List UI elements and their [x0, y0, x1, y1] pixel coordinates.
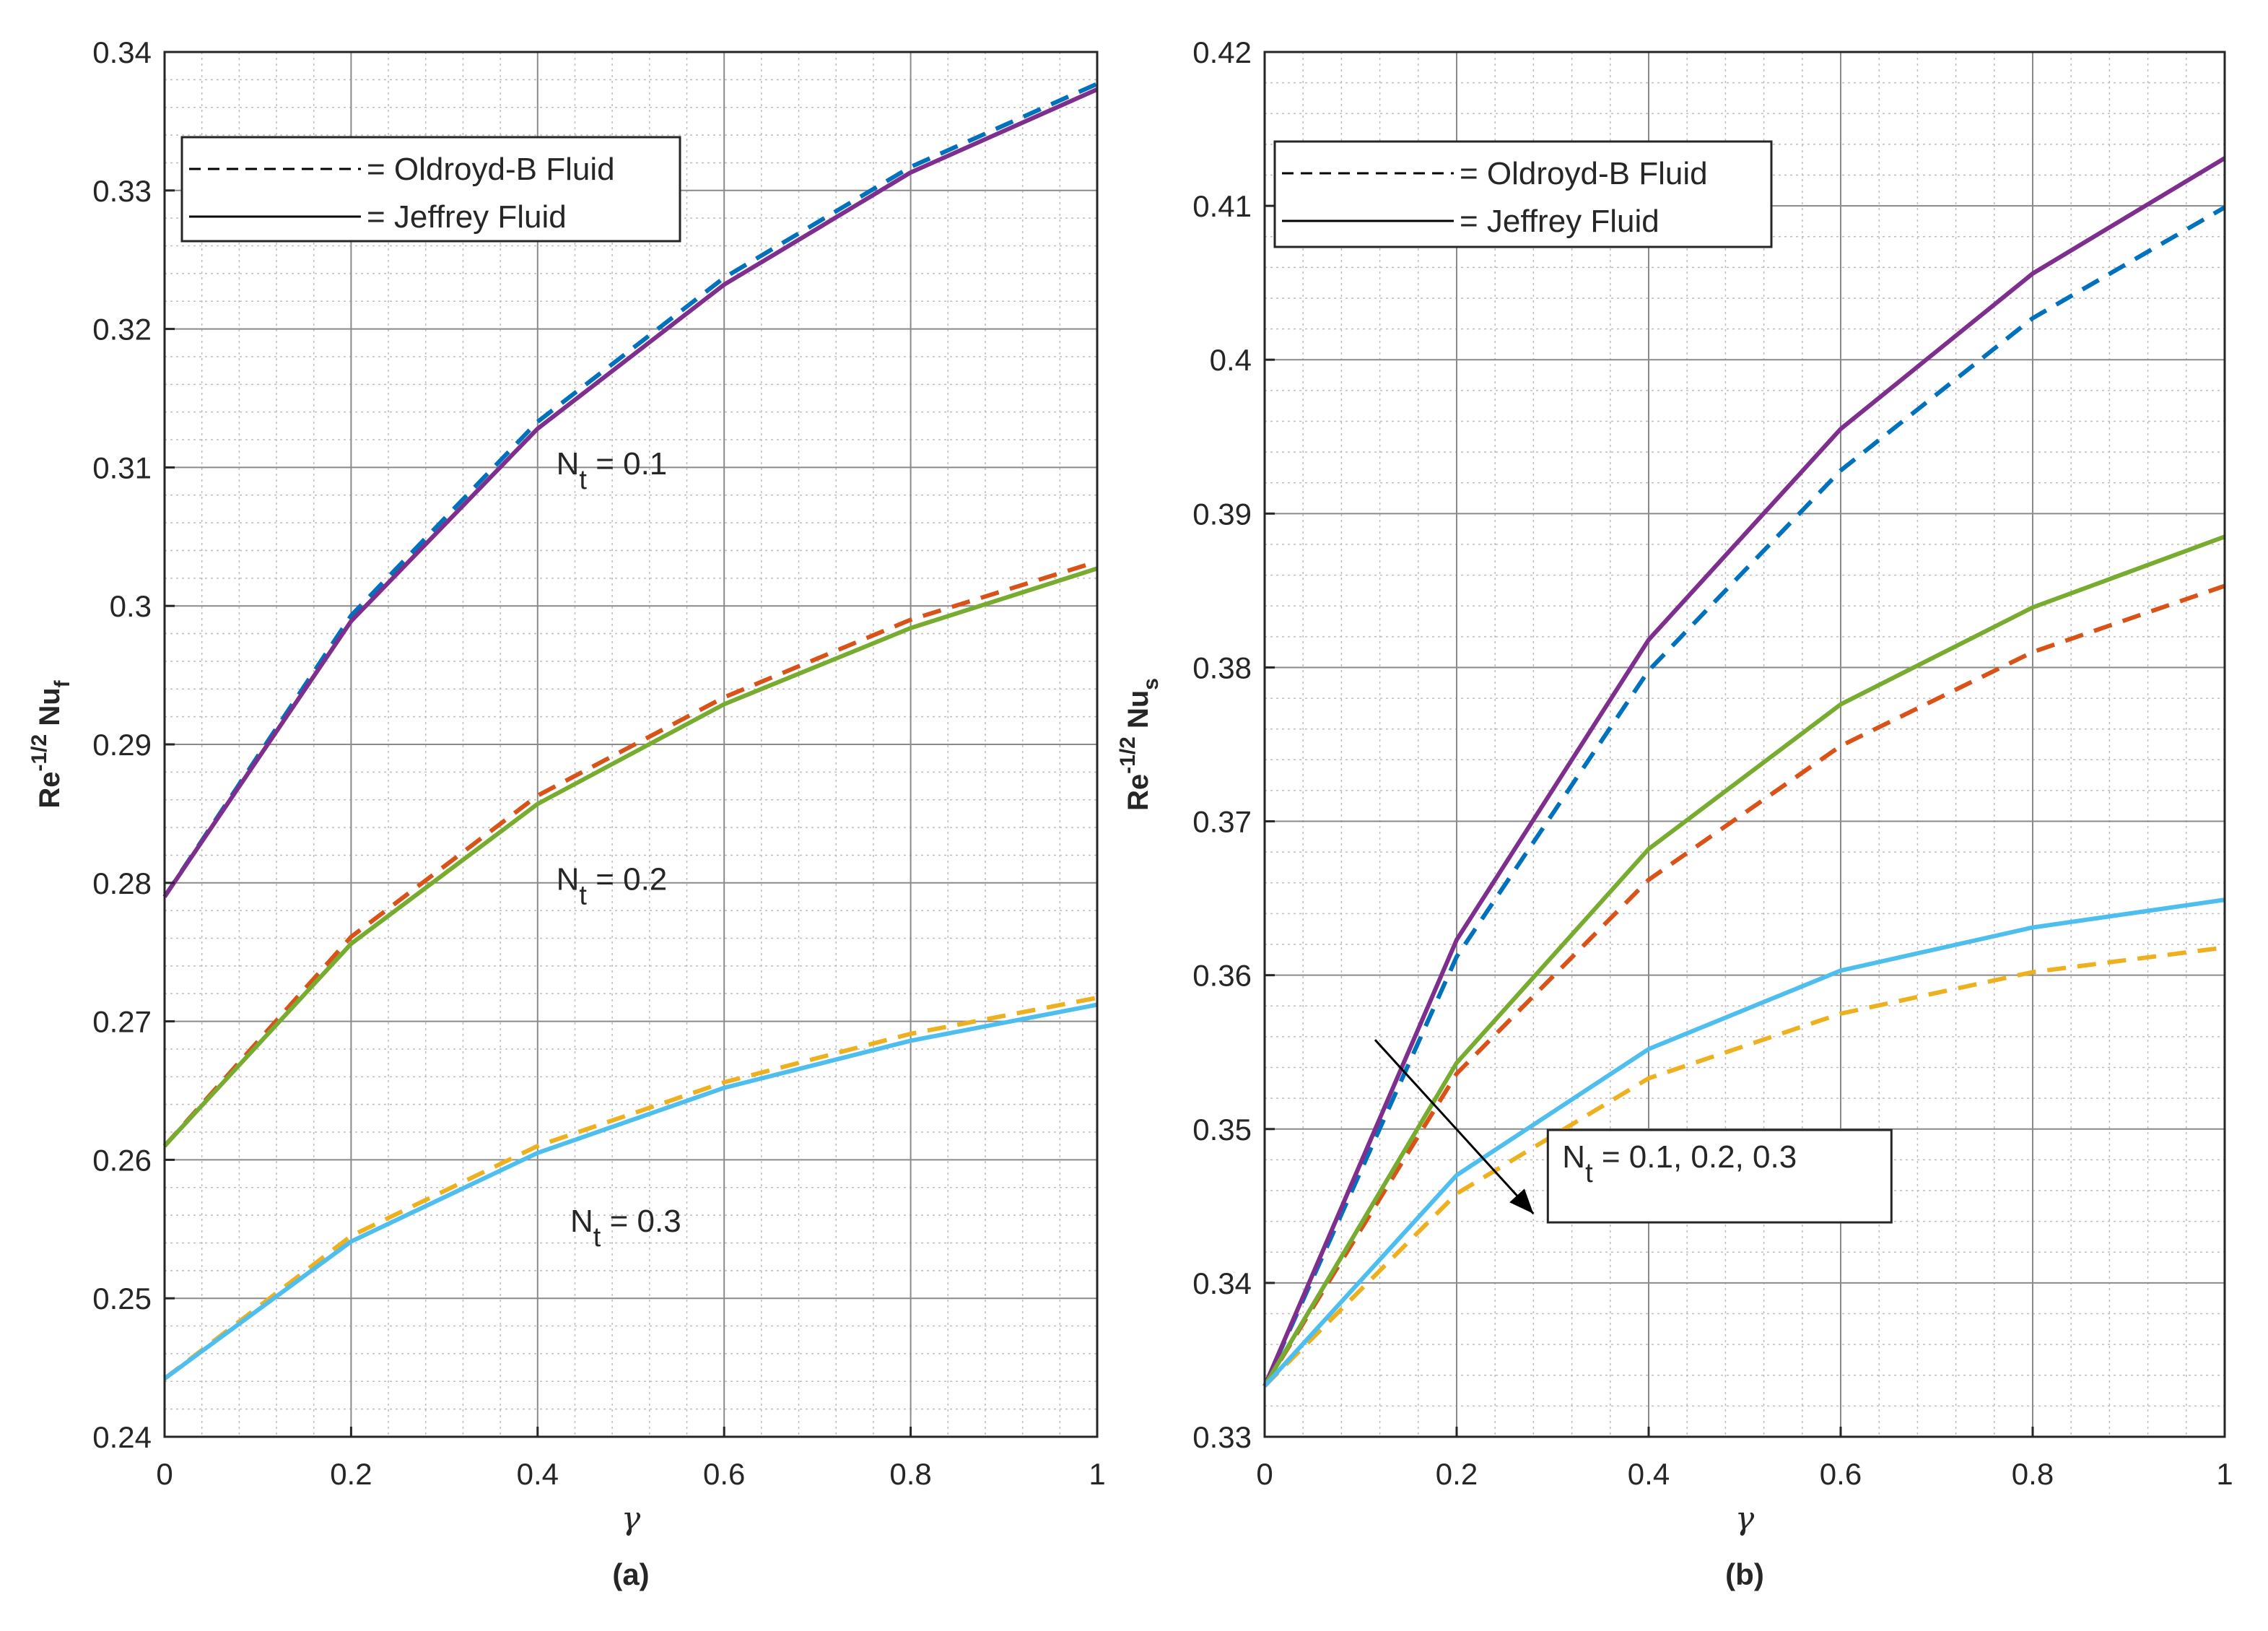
annotation-label-2: Nt = 0.3 — [570, 1204, 681, 1253]
panel-a-y-axis-label: Re-1/2 Nuf — [27, 679, 74, 808]
panel-a-label: (a) — [612, 1557, 649, 1591]
series-line-5 — [163, 1002, 1098, 1380]
y-tick-label: 0.26 — [92, 1143, 152, 1177]
legend-label-dashed: = Oldroyd-B Fluid — [1460, 156, 1708, 191]
series-line-4 — [1262, 945, 2225, 1388]
panel-b-y-axis-label: Re-1/2 Nus — [1116, 678, 1163, 811]
y-tick-label: 0.29 — [92, 728, 152, 762]
y-tick-label: 0.34 — [1192, 1266, 1252, 1300]
panel-b-annotations: Nt = 0.1, 0.2, 0.3 — [1374, 1039, 1893, 1224]
series-line-4 — [163, 996, 1098, 1380]
series-line-5 — [1262, 897, 2225, 1388]
series-line-3 — [1262, 534, 2226, 1388]
x-tick-label: 0 — [156, 1457, 173, 1491]
series-line-1 — [162, 87, 1099, 898]
trend-arrow-head — [1509, 1188, 1534, 1214]
x-tick-label: 0.4 — [1628, 1457, 1670, 1491]
y-tick-label: 0.33 — [92, 174, 152, 208]
x-tick-label: 0.8 — [2012, 1457, 2054, 1491]
x-tick-label: 0.6 — [1820, 1457, 1862, 1491]
x-tick-label: 0.2 — [1436, 1457, 1478, 1491]
annotation-label-0: Nt = 0.1 — [557, 446, 668, 495]
series-line-3 — [162, 566, 1098, 1148]
panel-b-legend: = Oldroyd-B Fluid = Jeffrey Fluid — [1273, 140, 1773, 248]
panel-a-annotations: Nt = 0.1 Nt = 0.2 Nt = 0.3 — [557, 446, 681, 1253]
series-line-2 — [162, 559, 1098, 1148]
legend-label-solid: = Jeffrey Fluid — [367, 199, 567, 235]
x-tick-label: 0 — [1256, 1457, 1273, 1491]
x-tick-label: 0.2 — [330, 1457, 372, 1491]
y-tick-label: 0.34 — [92, 35, 152, 69]
y-tick-label: 0.32 — [92, 313, 152, 347]
legend-box — [1273, 140, 1773, 248]
y-tick-label: 0.35 — [1192, 1113, 1252, 1147]
trend-arrow-line — [1374, 1039, 1535, 1214]
series-line-2 — [1262, 583, 2225, 1388]
y-tick-label: 0.3 — [110, 589, 152, 623]
panel-b-ticks: 0 0.2 0.4 0.6 0.8 1 0.33 0.34 0.35 0.36 0.37 0.38 0.… — [1192, 35, 2233, 1491]
y-tick-label: 0.4 — [1210, 343, 1252, 377]
panel-b-x-axis-label: γ — [1735, 1500, 1755, 1537]
x-tick-label: 0.4 — [517, 1457, 559, 1491]
series-line-1 — [1262, 156, 2226, 1387]
panel-a-legend: = Oldroyd-B Fluid = Jeffrey Fluid — [180, 136, 681, 243]
x-tick-label: 1 — [2216, 1457, 2233, 1491]
panel-b-axes-box — [1263, 51, 2226, 1438]
x-tick-label: 1 — [1089, 1457, 1105, 1491]
y-tick-label: 0.41 — [1192, 189, 1252, 223]
series-line-0 — [1262, 205, 2226, 1387]
x-tick-label: 0.6 — [703, 1457, 745, 1491]
panel-b-series — [1262, 156, 2226, 1388]
panel-a: 0 0.2 0.4 0.6 0.8 1 0.24 0.25 0.26 0.27 0.28 0.29 0.… — [27, 35, 1106, 1591]
legend-label-dashed: = Oldroyd-B Fluid — [367, 152, 615, 187]
panel-a-series — [162, 82, 1099, 1380]
legend-label-solid: = Jeffrey Fluid — [1460, 204, 1659, 239]
legend-box — [180, 136, 681, 243]
y-tick-label: 0.31 — [92, 451, 152, 484]
annotation-box — [1546, 1128, 1893, 1224]
y-tick-label: 0.39 — [1192, 497, 1252, 531]
y-tick-label: 0.33 — [1192, 1420, 1252, 1454]
y-tick-label: 0.37 — [1192, 805, 1252, 839]
y-tick-label: 0.42 — [1192, 35, 1252, 69]
annotation-label-1: Nt = 0.2 — [557, 861, 668, 910]
panel-a-x-axis-label: γ — [621, 1500, 641, 1537]
series-line-0 — [162, 82, 1099, 898]
y-tick-label: 0.24 — [92, 1420, 152, 1454]
x-tick-label: 0.8 — [889, 1457, 931, 1491]
y-tick-label: 0.28 — [92, 866, 152, 900]
y-tick-label: 0.36 — [1192, 959, 1252, 993]
panel-b-label: (b) — [1725, 1557, 1764, 1591]
y-tick-label: 0.27 — [92, 1005, 152, 1039]
panel-a-ticks: 0 0.2 0.4 0.6 0.8 1 0.24 0.25 0.26 0.27 0.28 0.29 0.… — [92, 35, 1105, 1491]
y-tick-label: 0.25 — [92, 1282, 152, 1315]
panel-b: 0 0.2 0.4 0.6 0.8 1 0.33 0.34 0.35 0.36 0.37 0.38 0.… — [1116, 35, 2233, 1591]
y-tick-label: 0.38 — [1192, 651, 1252, 684]
annotation-label-0: Nt = 0.1, 0.2, 0.3 — [1562, 1139, 1797, 1188]
